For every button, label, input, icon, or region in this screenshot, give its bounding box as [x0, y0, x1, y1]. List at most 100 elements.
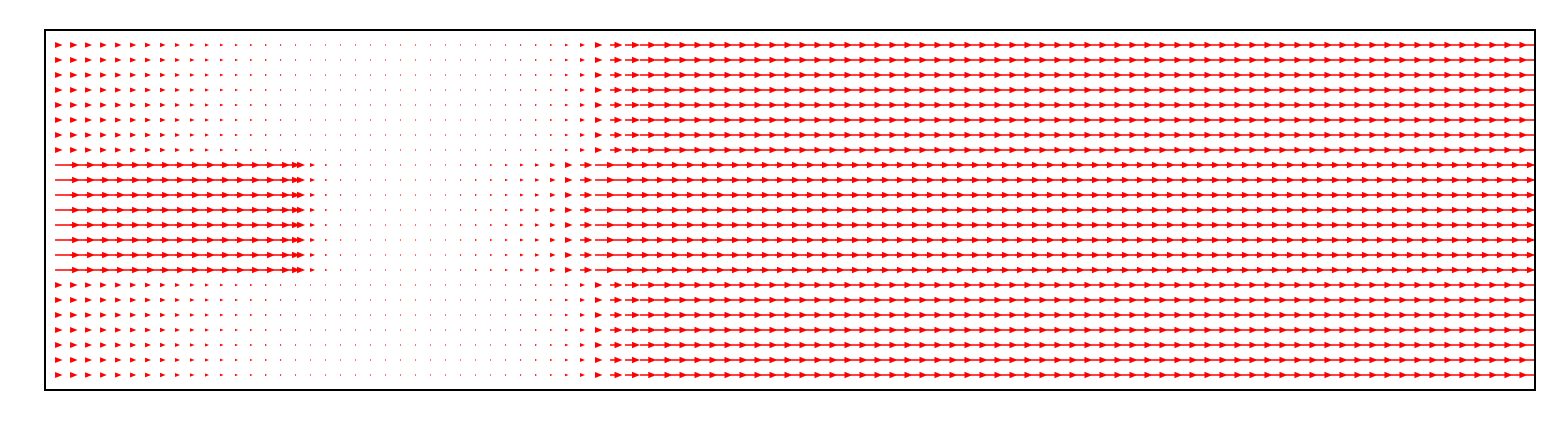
arrow [850, 356, 868, 364]
arrow [1149, 161, 1175, 169]
arrow [730, 281, 748, 289]
arrow [220, 328, 224, 332]
arrow [1329, 296, 1348, 304]
arrow [505, 118, 507, 122]
arrow [1329, 266, 1355, 274]
arrow [879, 221, 905, 229]
arrow [715, 281, 733, 289]
arrow [1149, 206, 1175, 214]
arrow [625, 206, 651, 214]
arrow [1449, 131, 1468, 139]
arrow [340, 43, 342, 47]
arrow [175, 221, 201, 229]
arrow [1389, 281, 1408, 289]
arrow [1374, 161, 1400, 169]
arrow [55, 236, 81, 244]
arrow [685, 71, 703, 79]
arrow [235, 43, 239, 47]
arrow [850, 341, 868, 349]
arrow [355, 238, 357, 242]
arrow [625, 356, 641, 364]
arrow [1299, 236, 1325, 244]
arrow [1479, 41, 1498, 49]
arrow [235, 221, 261, 229]
arrow [385, 283, 387, 287]
arrow [1134, 371, 1153, 379]
arrow [1239, 116, 1258, 124]
arrow [1059, 341, 1078, 349]
arrow [1119, 296, 1138, 304]
arrow [325, 283, 327, 287]
arrow [535, 328, 538, 332]
arrow [984, 116, 1003, 124]
arrow [1164, 221, 1190, 229]
arrow [1179, 41, 1198, 49]
arrow [640, 191, 666, 199]
arrow [310, 73, 312, 77]
arrow [1074, 296, 1093, 304]
arrow [445, 208, 447, 212]
arrow [1119, 266, 1145, 274]
arrow [805, 266, 830, 274]
arrow [1329, 191, 1355, 199]
arrow [145, 327, 152, 333]
arrow [1299, 161, 1325, 169]
arrow [1419, 356, 1438, 364]
arrow [1224, 341, 1243, 349]
arrow [730, 356, 748, 364]
arrow [175, 313, 181, 317]
arrow [1464, 161, 1490, 169]
arrow [595, 342, 603, 348]
arrow [475, 358, 477, 362]
arrow [280, 373, 282, 377]
arrow [1284, 311, 1303, 319]
arrow [715, 71, 733, 79]
arrow [565, 252, 573, 258]
arrow [1029, 86, 1048, 94]
arrow [1194, 56, 1213, 64]
arrow [1269, 356, 1288, 364]
arrow [100, 87, 107, 93]
arrow [580, 206, 593, 214]
arrow [55, 57, 63, 63]
arrow [1119, 341, 1138, 349]
arrow [655, 341, 673, 349]
arrow [805, 101, 823, 109]
arrow [1269, 371, 1288, 379]
arrow [1404, 176, 1430, 184]
arrow [1464, 41, 1483, 49]
arrow [1299, 41, 1318, 49]
arrow [505, 43, 507, 47]
arrow [1209, 41, 1228, 49]
arrow [205, 221, 231, 229]
arrow [265, 161, 291, 169]
arrow [1239, 191, 1265, 199]
arrow [460, 208, 462, 212]
arrow [640, 296, 657, 304]
arrow [805, 176, 830, 184]
arrow [1344, 266, 1370, 274]
arrow [1254, 266, 1280, 274]
arrow [520, 223, 524, 227]
arrow [1074, 326, 1093, 334]
arrow [460, 133, 462, 137]
arrow [265, 236, 291, 244]
arrow [280, 358, 282, 362]
arrow [1209, 371, 1228, 379]
arrow [1329, 311, 1348, 319]
arrow [115, 342, 122, 348]
arrow [805, 116, 823, 124]
arrow [730, 266, 755, 274]
arrow [280, 251, 301, 259]
arrow [1314, 236, 1340, 244]
arrow [1119, 176, 1145, 184]
arrow [565, 267, 573, 273]
arrow [820, 236, 845, 244]
arrow [145, 312, 152, 318]
arrow [580, 191, 593, 199]
arrow [1299, 356, 1318, 364]
arrow [415, 163, 417, 167]
arrow [1029, 371, 1048, 379]
arrow [1329, 251, 1355, 259]
arrow [939, 266, 965, 274]
